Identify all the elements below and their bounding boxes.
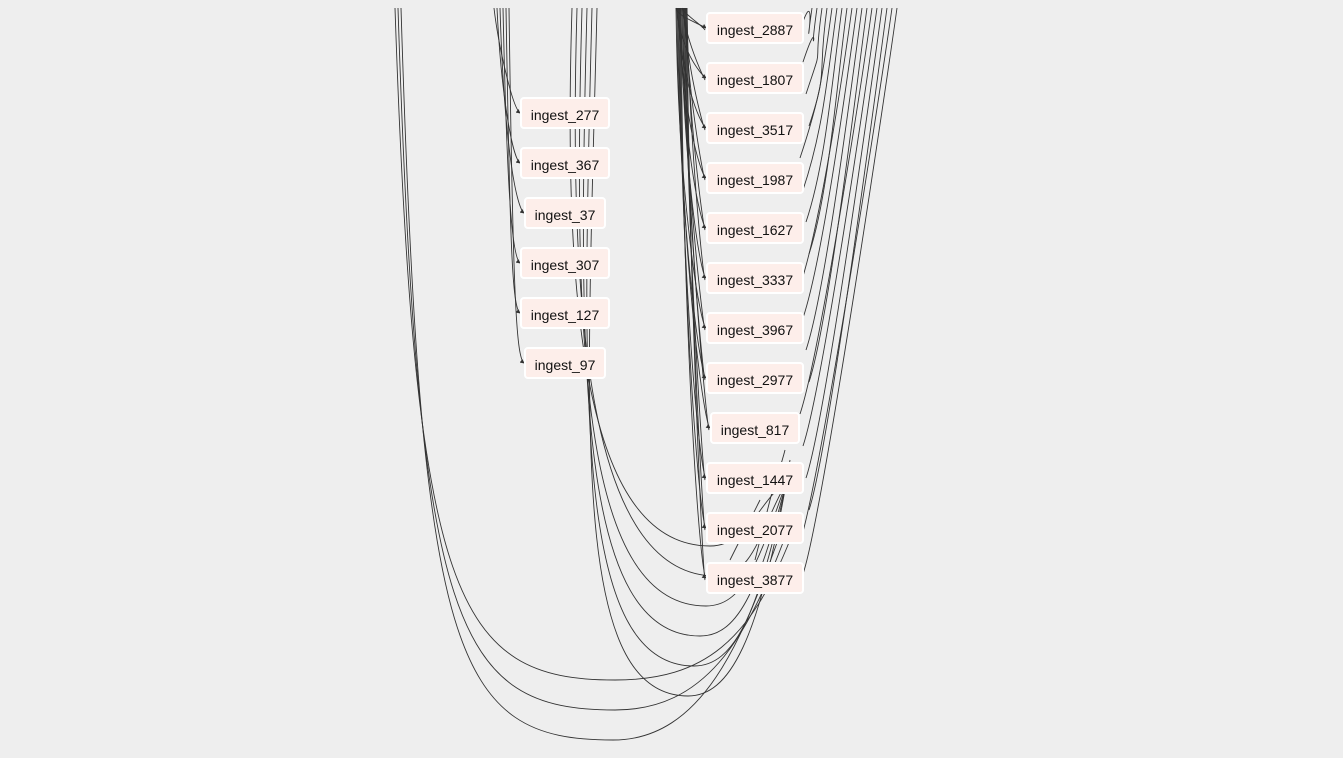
edge-59 — [802, 7, 898, 575]
node-ingest-277[interactable]: ingest_277 — [520, 97, 610, 129]
edge-17 — [686, 7, 706, 281]
node-ingest-1807[interactable]: ingest_1807 — [706, 62, 804, 94]
edge-25 — [684, 7, 706, 481]
node-ingest-37[interactable]: ingest_37 — [524, 197, 606, 229]
edge-28 — [680, 7, 707, 579]
edge-27 — [685, 7, 706, 531]
edge-44 — [805, 7, 823, 95]
node-ingest-2887[interactable]: ingest_2887 — [706, 12, 804, 44]
edge-42 — [799, 7, 813, 34]
edge-47 — [802, 7, 838, 191]
node-ingest-97[interactable]: ingest_97 — [524, 347, 606, 379]
edge-43 — [802, 7, 818, 63]
edge-58 — [799, 7, 893, 543]
edge-1 — [496, 7, 521, 164]
edge-54 — [799, 7, 873, 415]
edge-2 — [499, 7, 525, 214]
edge-26 — [679, 7, 707, 529]
edge-23 — [683, 7, 710, 431]
node-ingest-367[interactable]: ingest_367 — [520, 147, 610, 179]
edge-4 — [505, 7, 521, 314]
edge-29 — [686, 7, 706, 581]
edge-62 — [397, 7, 616, 711]
edge-46 — [799, 7, 833, 159]
edge-50 — [799, 7, 853, 287]
edge-53 — [808, 7, 868, 383]
edge-52 — [805, 7, 863, 351]
node-ingest-3337[interactable]: ingest_3337 — [706, 262, 804, 294]
edge-45 — [808, 7, 828, 127]
edge-30 — [569, 7, 711, 547]
node-ingest-3967[interactable]: ingest_3967 — [706, 312, 804, 344]
edge-57 — [808, 7, 888, 511]
edge-37 — [699, 467, 791, 637]
edge-56 — [805, 7, 883, 479]
node-ingest-3877[interactable]: ingest_3877 — [706, 562, 804, 594]
edge-5 — [508, 7, 525, 364]
node-ingest-2977[interactable]: ingest_2977 — [706, 362, 804, 394]
node-ingest-1987[interactable]: ingest_1987 — [706, 162, 804, 194]
edge-51 — [802, 7, 858, 319]
edge-0 — [493, 7, 521, 114]
node-ingest-1447[interactable]: ingest_1447 — [706, 462, 804, 494]
edge-48 — [805, 7, 843, 223]
edge-60 — [394, 7, 616, 681]
node-ingest-3517[interactable]: ingest_3517 — [706, 112, 804, 144]
node-ingest-1627[interactable]: ingest_1627 — [706, 212, 804, 244]
node-ingest-127[interactable]: ingest_127 — [520, 297, 610, 329]
edge-3 — [502, 7, 521, 264]
edge-24 — [678, 7, 707, 479]
edge-32 — [574, 7, 717, 577]
node-ingest-817[interactable]: ingest_817 — [710, 412, 800, 444]
edge-19 — [681, 7, 706, 331]
node-ingest-307[interactable]: ingest_307 — [520, 247, 610, 279]
node-ingest-2077[interactable]: ingest_2077 — [706, 512, 804, 544]
edge-55 — [802, 7, 878, 447]
edge-64 — [400, 7, 614, 741]
edge-49 — [808, 7, 848, 255]
